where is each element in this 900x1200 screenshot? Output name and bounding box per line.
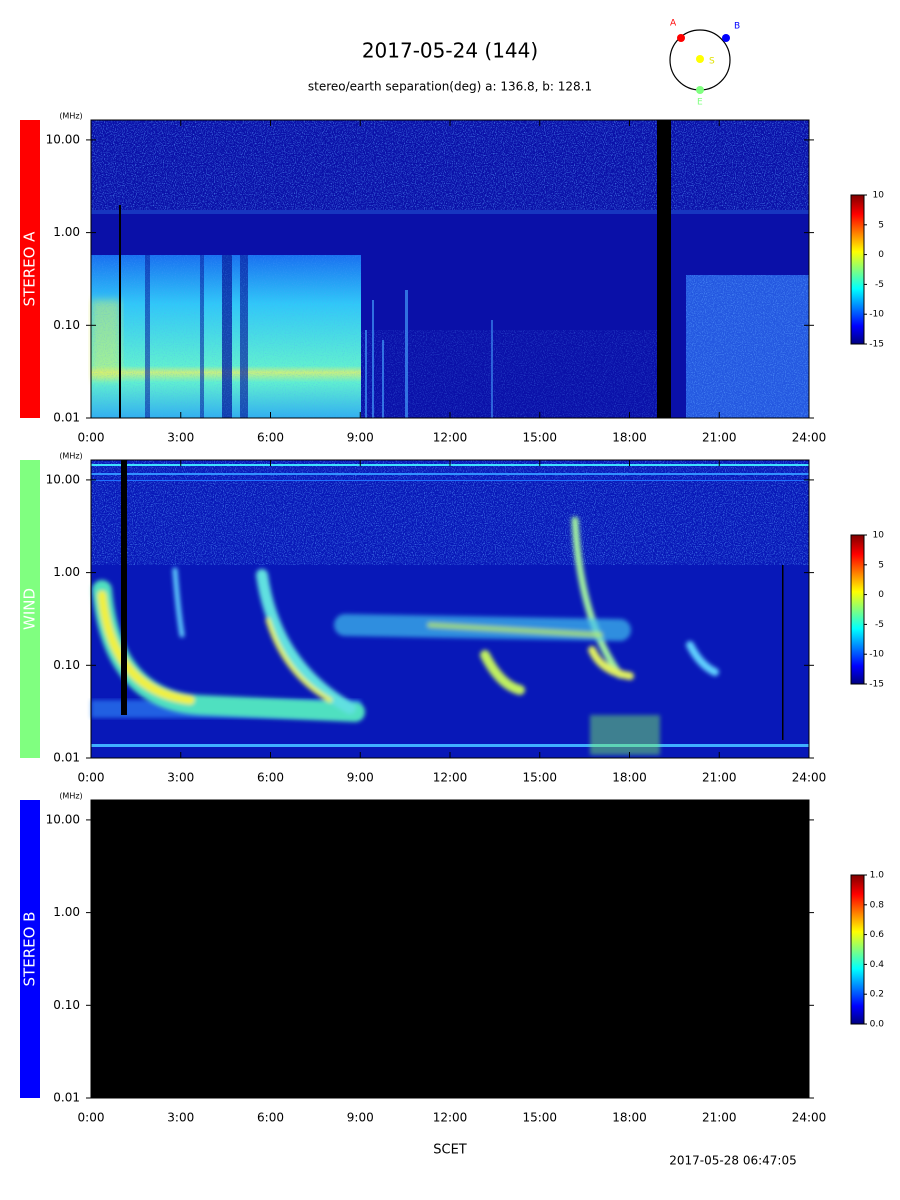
orbit-diagram: A B S E bbox=[669, 19, 740, 108]
panel-label: STEREO B bbox=[21, 912, 39, 987]
y-tick-label: 10.00 bbox=[46, 812, 80, 826]
x-tick-label: 3:00 bbox=[167, 431, 194, 445]
x-tick-label: 9:00 bbox=[347, 1111, 374, 1125]
colorbar-tick-label: 0.4 bbox=[870, 960, 885, 970]
x-tick-label: 3:00 bbox=[167, 1111, 194, 1125]
x-tick-label: 21:00 bbox=[702, 771, 737, 785]
colorbar-tick-label: -10 bbox=[869, 310, 884, 320]
colorbar-tick-label: -5 bbox=[875, 280, 884, 290]
colorbar-tick-label: -10 bbox=[869, 650, 884, 660]
x-tick-label: 0:00 bbox=[78, 771, 105, 785]
x-tick-label: 24:00 bbox=[792, 1111, 827, 1125]
y-tick-label: 0.01 bbox=[53, 1091, 80, 1105]
y-tick-label: 1.00 bbox=[53, 905, 80, 919]
y-tick-label: 1.00 bbox=[53, 565, 80, 579]
x-tick-label: 21:00 bbox=[702, 431, 737, 445]
panel-label: STEREO A bbox=[21, 231, 39, 307]
colorbar-tick-label: -15 bbox=[869, 680, 884, 690]
subtitle: stereo/earth separation(deg) a: 136.8, b… bbox=[308, 80, 592, 94]
orbit-label: B bbox=[734, 22, 740, 32]
colorbar-tick-label: 0.2 bbox=[870, 990, 884, 1000]
orbit-label: E bbox=[697, 98, 703, 108]
colorbar-tick-label: 10 bbox=[873, 531, 885, 541]
spectrogram-image bbox=[91, 460, 809, 758]
x-tick-label: 18:00 bbox=[612, 431, 647, 445]
colorbar bbox=[850, 874, 865, 1025]
y-unit: (MHz) bbox=[59, 112, 82, 121]
spectrogram-image bbox=[91, 800, 809, 1098]
x-tick-label: 24:00 bbox=[792, 771, 827, 785]
panel-label-bar bbox=[20, 800, 40, 1098]
orbit-label: A bbox=[670, 19, 677, 29]
colorbar bbox=[850, 534, 865, 685]
orbit-label: S bbox=[709, 57, 715, 67]
y-unit: (MHz) bbox=[59, 452, 82, 461]
colorbar-tick-label: 0.6 bbox=[870, 930, 885, 940]
x-tick-label: 24:00 bbox=[792, 431, 827, 445]
x-axis-label: SCET bbox=[433, 1143, 467, 1158]
x-tick-label: 0:00 bbox=[78, 1111, 105, 1125]
x-tick-label: 21:00 bbox=[702, 1111, 737, 1125]
x-tick-label: 18:00 bbox=[612, 771, 647, 785]
x-tick-label: 9:00 bbox=[347, 431, 374, 445]
x-tick-label: 18:00 bbox=[612, 1111, 647, 1125]
x-tick-label: 15:00 bbox=[522, 771, 557, 785]
x-tick-label: 6:00 bbox=[257, 771, 284, 785]
colorbar-tick-label: 0.0 bbox=[870, 1020, 885, 1030]
y-tick-label: 10.00 bbox=[46, 132, 80, 146]
x-tick-label: 3:00 bbox=[167, 771, 194, 785]
x-tick-label: 12:00 bbox=[433, 431, 468, 445]
timestamp: 2017-05-28 06:47:05 bbox=[669, 1154, 796, 1168]
colorbar-tick-label: -5 bbox=[875, 620, 884, 630]
y-unit: (MHz) bbox=[59, 792, 82, 801]
colorbar-tick-label: 0 bbox=[878, 590, 884, 600]
x-tick-label: 15:00 bbox=[522, 431, 557, 445]
spectrogram-image bbox=[91, 120, 809, 418]
y-tick-label: 10.00 bbox=[46, 472, 80, 486]
x-tick-label: 9:00 bbox=[347, 771, 374, 785]
y-tick-label: 0.01 bbox=[53, 411, 80, 425]
colorbar-tick-label: 0 bbox=[878, 250, 884, 260]
y-tick-label: 0.10 bbox=[53, 998, 80, 1012]
y-tick-label: 0.10 bbox=[53, 658, 80, 672]
x-tick-label: 6:00 bbox=[257, 1111, 284, 1125]
panel-label-bar bbox=[20, 120, 40, 418]
panel-label-bar bbox=[20, 460, 40, 758]
y-tick-label: 0.01 bbox=[53, 751, 80, 765]
colorbar-tick-label: 5 bbox=[878, 220, 884, 230]
title: 2017-05-24 (144) bbox=[362, 39, 538, 63]
y-tick-label: 1.00 bbox=[53, 225, 80, 239]
panel-label: WIND bbox=[21, 588, 39, 630]
x-tick-label: 0:00 bbox=[78, 431, 105, 445]
colorbar bbox=[850, 194, 865, 345]
y-tick-label: 0.10 bbox=[53, 318, 80, 332]
colorbar-tick-label: 0.8 bbox=[870, 900, 885, 910]
x-tick-label: 15:00 bbox=[522, 1111, 557, 1125]
x-tick-label: 6:00 bbox=[257, 431, 284, 445]
colorbar-tick-label: 5 bbox=[878, 560, 884, 570]
colorbar-tick-label: -15 bbox=[869, 340, 884, 350]
colorbar-tick-label: 10 bbox=[873, 191, 885, 201]
x-tick-label: 12:00 bbox=[433, 771, 468, 785]
x-tick-label: 12:00 bbox=[433, 1111, 468, 1125]
colorbar-tick-label: 1.0 bbox=[870, 871, 885, 881]
